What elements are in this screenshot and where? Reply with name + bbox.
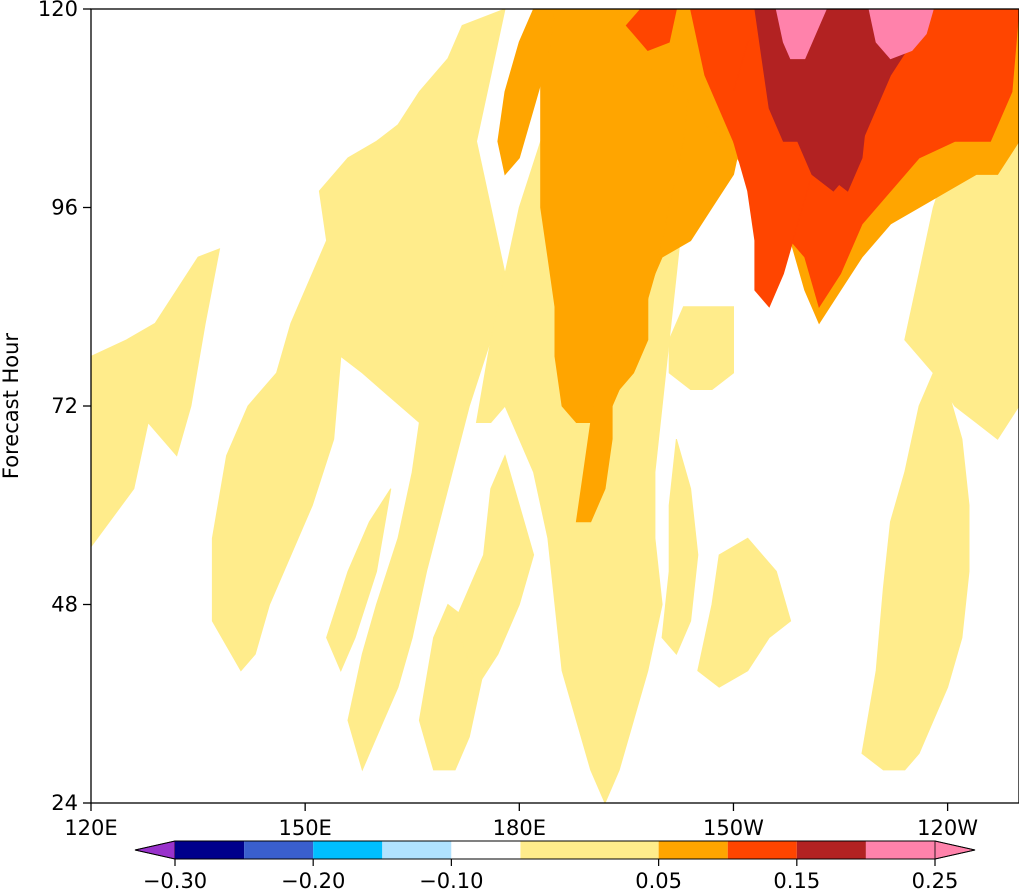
colorbar-bin (244, 841, 314, 859)
contour-fill-layer (91, 9, 1019, 803)
contour-region-0p15-2 (625, 9, 677, 51)
colorbar-bin (796, 841, 866, 859)
colorbar-tick-label: 0.15 (773, 869, 820, 893)
x-tick-label: 150W (703, 816, 764, 840)
colorbar-bin (727, 841, 797, 859)
contour-region-0p25-0 (775, 9, 827, 60)
x-tick-label: 120W (917, 816, 978, 840)
colorbar-tick-label: −0.20 (281, 869, 345, 893)
contour-region-0p05-7 (697, 537, 792, 688)
y-tick-label: 48 (51, 593, 78, 617)
colorbar-bin (520, 841, 659, 859)
contour-region-0p1-5 (604, 306, 627, 358)
y-tick-label: 96 (51, 196, 78, 220)
y-tick-label: 72 (51, 394, 78, 418)
y-tick-label: 24 (51, 791, 78, 815)
y-tick-label: 120 (38, 0, 78, 21)
colorbar-tick-label: −0.30 (143, 869, 207, 893)
x-tick-label: 150E (278, 816, 331, 840)
contour-region-0p05-0 (91, 248, 221, 548)
contour-region-0p05-9 (861, 371, 970, 771)
colorbar-bin (658, 841, 728, 859)
y-axis: 24 48 72 96 120 (38, 0, 91, 815)
colorbar-over-extend (934, 840, 976, 860)
contour-region-0p05-8 (668, 306, 734, 390)
colorbar-bin (865, 841, 935, 859)
contour-region-0p25-1 (868, 9, 934, 60)
contour-region-0p1-3 (497, 9, 556, 176)
colorbar-bin (175, 841, 245, 859)
x-tick-label: 120E (64, 816, 117, 840)
contour-region-0p05-6 (661, 438, 699, 656)
colorbar-bin (382, 841, 452, 859)
x-axis: 120E 150E 180E 150W 120W (64, 803, 978, 840)
y-axis-title: Forecast Hour (0, 333, 23, 479)
x-tick-label: 180E (493, 816, 546, 840)
colorbar-bin (313, 841, 383, 859)
colorbar-under-extend (134, 840, 176, 860)
colorbar-tick-label: −0.10 (419, 869, 483, 893)
contour-region-0p05-2 (326, 488, 392, 672)
colorbar-tick-label: 0.25 (912, 869, 959, 893)
contour-region-0p05-1 (211, 9, 506, 772)
colorbar-bin (451, 841, 521, 859)
colorbar: −0.30 −0.20 −0.10 0.05 0.15 0.25 (134, 840, 976, 893)
contour-region-0p1-1 (540, 9, 692, 423)
contour-region-0p1-4 (575, 389, 613, 523)
colorbar-tick-label: 0.05 (635, 869, 682, 893)
contour-region-0p05-4 (454, 454, 535, 689)
